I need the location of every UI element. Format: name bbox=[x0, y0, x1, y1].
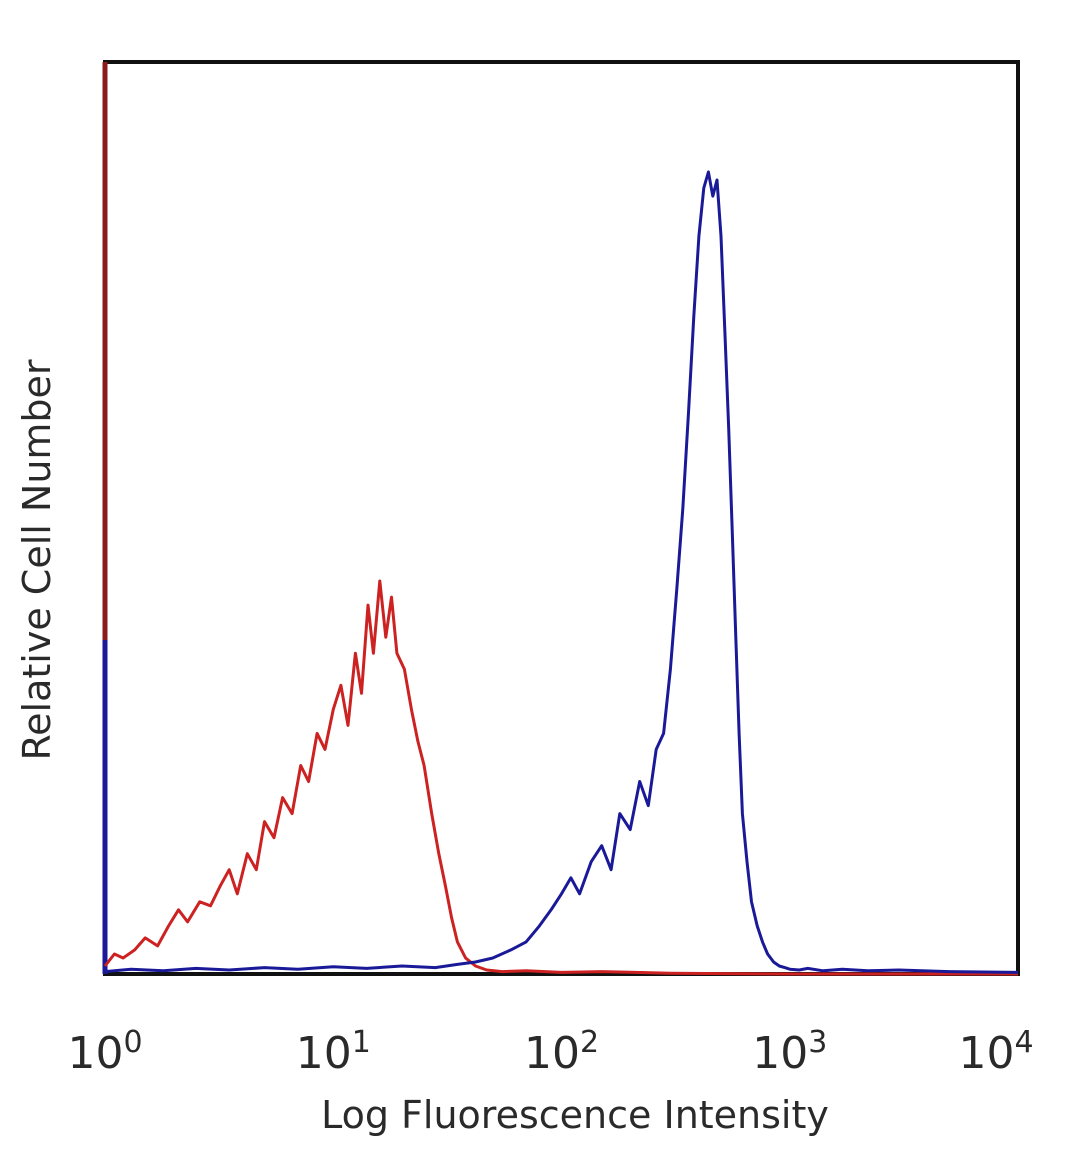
x-tick-exponent: 2 bbox=[580, 1025, 599, 1060]
x-axis-title: Log Fluorescence Intensity bbox=[321, 1093, 829, 1137]
x-tick-base: 10 bbox=[958, 1028, 1014, 1079]
x-tick-exponent: 1 bbox=[352, 1025, 371, 1060]
y-axis-title: Relative Cell Number bbox=[15, 359, 59, 760]
series-line-1 bbox=[103, 579, 1018, 976]
series-layer bbox=[103, 170, 1019, 976]
x-tick-base: 10 bbox=[524, 1028, 580, 1079]
x-tick-base: 10 bbox=[296, 1028, 352, 1079]
x-tick-base: 10 bbox=[67, 1028, 123, 1079]
x-tick-labels: 100 101 102 103 104 bbox=[67, 1025, 1033, 1079]
x-tick-label: 101 bbox=[296, 1025, 371, 1079]
x-tick-label: 100 bbox=[67, 1025, 142, 1079]
plot-frame bbox=[103, 60, 1020, 976]
x-tick-label: 103 bbox=[752, 1025, 827, 1079]
series-line-2 bbox=[104, 170, 1019, 974]
x-tick-label: 102 bbox=[524, 1025, 599, 1079]
x-tick-exponent: 0 bbox=[123, 1025, 142, 1060]
x-tick-label: 104 bbox=[958, 1025, 1033, 1079]
x-tick-base: 10 bbox=[752, 1028, 808, 1079]
x-tick-exponent: 4 bbox=[1014, 1025, 1033, 1060]
x-tick-exponent: 3 bbox=[808, 1025, 827, 1060]
